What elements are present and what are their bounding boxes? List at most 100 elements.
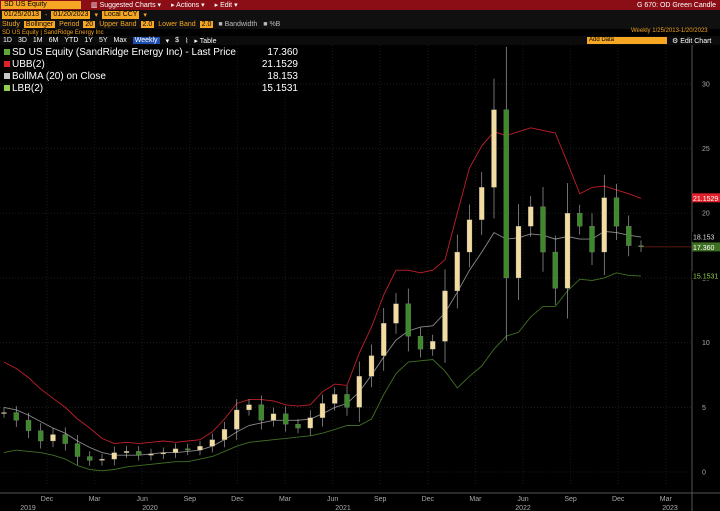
edit-chart-button[interactable]: ⚙ Edit Chart — [672, 37, 712, 45]
candle-body — [491, 109, 497, 188]
actions-label: Actions — [176, 2, 200, 9]
currency-select[interactable]: Local CCY — [101, 11, 140, 19]
legend-name: SD US Equity (SandRidge Energy Inc) - La… — [12, 46, 236, 58]
candle-body — [552, 251, 558, 289]
x-year-label: 2021 — [335, 505, 351, 511]
legend-value: 18.153 — [267, 70, 298, 82]
add-data-field[interactable]: Add Data — [587, 37, 667, 44]
candle-body — [577, 213, 583, 227]
candle-body — [111, 452, 117, 460]
range-tab-1y[interactable]: 1Y — [84, 37, 93, 44]
study-select[interactable]: Bollinger — [23, 21, 56, 28]
window-title: G 670: OD Green Candle — [637, 1, 716, 9]
legend-value: 15.1531 — [261, 82, 298, 94]
edit-menu[interactable]: ▸ Edit ▾ — [214, 2, 238, 9]
range-info: Weekly 1/25/2013-1/20/2023 — [631, 28, 708, 34]
table-button[interactable]: ▸ Table — [194, 37, 217, 45]
legend-value: 21.1529 — [261, 58, 298, 70]
parameter-row: 01/25/2013 - 01/20/2023 ▾ Local CCY ▾ — [0, 10, 720, 20]
start-date-input[interactable]: 01/25/2013 — [2, 11, 42, 19]
range-tab-1d[interactable]: 1D — [3, 37, 12, 44]
last-price-tag: 17.360 — [693, 245, 715, 252]
currency-dropdown-icon[interactable]: ▾ — [143, 12, 147, 19]
menu-bar: SD US Equity ▥ Suggested Charts ▾ ▸ Acti… — [0, 0, 720, 10]
chart-style-toggle[interactable]: ⌇ — [184, 37, 189, 45]
suggested-charts-label: Suggested Charts — [99, 2, 156, 9]
candle-body — [209, 439, 215, 447]
candle-body — [13, 412, 19, 421]
candle-body — [430, 341, 436, 350]
x-axis: Dec Mar Jun Sep Dec Mar Jun Sep Dec Mar Jun Sep Dec M… — [0, 492, 720, 511]
bandwidth-label: Bandwidth — [224, 21, 258, 28]
range-tab-ytd[interactable]: YTD — [64, 37, 79, 44]
candle-body — [197, 446, 203, 451]
x-tick-label: Dec — [231, 496, 244, 503]
candle-body — [393, 303, 399, 324]
upper-band-label: Upper Band — [99, 21, 137, 28]
candle-body — [221, 429, 228, 440]
pctb-label: %B — [269, 21, 281, 28]
x-tick-label: Dec — [612, 496, 625, 503]
x-tick-label: Dec — [41, 496, 54, 503]
candle-body — [319, 403, 326, 418]
range-tab-1m[interactable]: 1M — [32, 37, 43, 44]
candle-body — [601, 197, 607, 253]
price-chart[interactable]: 051015202530 DecMarJunSepDecMarJunSepDec… — [0, 45, 720, 511]
end-date-input[interactable]: 01/20/2023 — [51, 11, 91, 19]
candle-body — [638, 245, 644, 248]
frequency-dropdown-icon[interactable]: ▾ — [165, 37, 170, 45]
chart-icon: ▥ — [91, 2, 100, 9]
x-tick-label: Mar — [279, 496, 292, 503]
chart-legend: SD US Equity (SandRidge Energy Inc) - La… — [4, 46, 298, 94]
period-label: Period — [59, 21, 80, 28]
candle-body — [417, 336, 424, 350]
candle-body — [515, 226, 522, 279]
lower-band-line — [3, 272, 642, 472]
candle-body — [344, 394, 350, 408]
edit-label: Edit — [220, 2, 233, 9]
ticker-field[interactable]: SD US Equity — [1, 1, 81, 9]
candle-body — [185, 448, 191, 451]
candle-body — [74, 443, 81, 457]
price-candles — [1, 46, 644, 466]
upper-band-input[interactable]: 2.0 — [140, 21, 155, 28]
x-tick-label: Jun — [517, 496, 528, 503]
range-tab-5y[interactable]: 5Y — [98, 37, 108, 44]
range-tabs: 1D 3D 1M 6M YTD 1Y 5Y Max — [0, 37, 130, 44]
middle-band-tag-bg — [692, 232, 720, 242]
range-tab-max[interactable]: Max — [113, 37, 127, 44]
x-tick-label: Mar — [660, 496, 673, 503]
legend-item: LBB(2) 15.1531 — [4, 82, 298, 94]
lower-band-input[interactable]: 2.0 — [199, 21, 214, 28]
range-tab-6m[interactable]: 6M — [48, 37, 59, 44]
range-tab-3d[interactable]: 3D — [17, 37, 27, 44]
candle-body — [123, 451, 130, 453]
candle-body — [405, 303, 411, 337]
value-tags: 21.1529 18.153 17.360 15.1531 — [692, 193, 720, 280]
candle-body — [148, 453, 154, 456]
actions-menu[interactable]: ▸ Actions ▾ — [171, 2, 205, 9]
candle-body — [356, 376, 362, 408]
legend-value: 17.360 — [267, 46, 298, 58]
frequency-select[interactable]: Weekly — [132, 37, 160, 44]
x-tick-label: Sep — [564, 496, 577, 503]
candle-body — [540, 206, 546, 253]
candle-body — [62, 434, 68, 444]
upper-band-tag: 21.1529 — [693, 196, 718, 203]
table-label: Table — [199, 37, 217, 45]
currency-toggle[interactable]: $ — [175, 37, 179, 44]
middle-band-tag: 18.153 — [693, 235, 715, 242]
period-input[interactable]: 20 — [83, 21, 96, 28]
pctb-checkbox[interactable]: ■ %B — [263, 21, 281, 28]
x-tick-label: Dec — [422, 496, 435, 503]
bandwidth-checkbox[interactable]: ■ Bandwidth — [218, 21, 258, 28]
suggested-charts-menu[interactable]: ▥ Suggested Charts ▾ — [91, 2, 162, 9]
legend-swatch — [4, 85, 10, 91]
candle-body — [368, 355, 375, 377]
study-row: Study Bollinger Period 20 Upper Band 2.0… — [0, 20, 720, 29]
candle-body — [99, 458, 105, 461]
x-year-label: 2020 — [142, 505, 158, 511]
legend-name: UBB(2) — [12, 58, 45, 70]
candle-body — [307, 417, 313, 429]
dates-dropdown-icon[interactable]: ▾ — [94, 12, 98, 19]
